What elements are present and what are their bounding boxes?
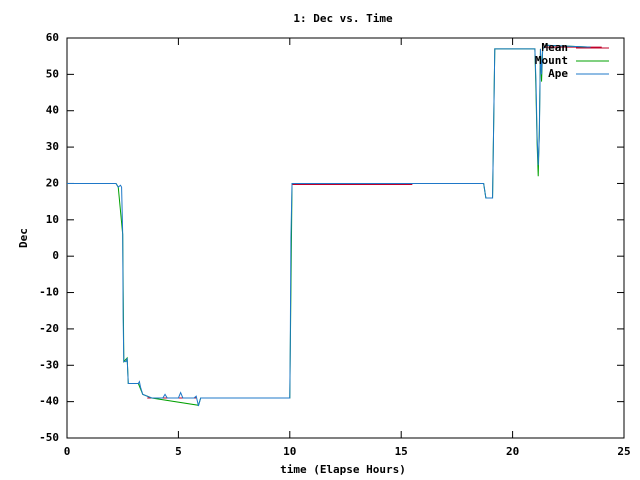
x-tick-label: 20	[506, 445, 519, 458]
plot-frame	[66, 37, 625, 439]
series-line	[67, 44, 591, 407]
x-tick-label: 10	[283, 445, 296, 458]
chart-title: 1: Dec vs. Time	[293, 12, 393, 25]
y-axis-label: Dec	[17, 228, 30, 248]
y-tick-label: -10	[39, 286, 59, 299]
y-tick-label: 10	[46, 213, 59, 226]
x-axis-label: time (Elapse Hours)	[280, 463, 406, 476]
y-tick-label: -50	[39, 431, 59, 444]
y-tick-label: 30	[46, 140, 59, 153]
y-tick-label: -40	[39, 395, 59, 408]
y-tick-label: -30	[39, 358, 59, 371]
x-tick-label: 25	[617, 445, 630, 458]
y-tick-label: 40	[46, 104, 59, 117]
legend-label: Mount	[535, 54, 568, 67]
y-tick-label: -20	[39, 322, 59, 335]
x-tick-label: 5	[175, 445, 182, 458]
y-tick-label: 50	[46, 67, 59, 80]
legend-label: Mean	[542, 41, 569, 54]
x-tick-label: 0	[64, 445, 71, 458]
y-tick-label: 60	[46, 31, 59, 44]
y-tick-label: 20	[46, 176, 59, 189]
legend-label: Ape	[548, 67, 568, 80]
x-tick-label: 15	[395, 445, 408, 458]
y-tick-label: 0	[52, 249, 59, 262]
